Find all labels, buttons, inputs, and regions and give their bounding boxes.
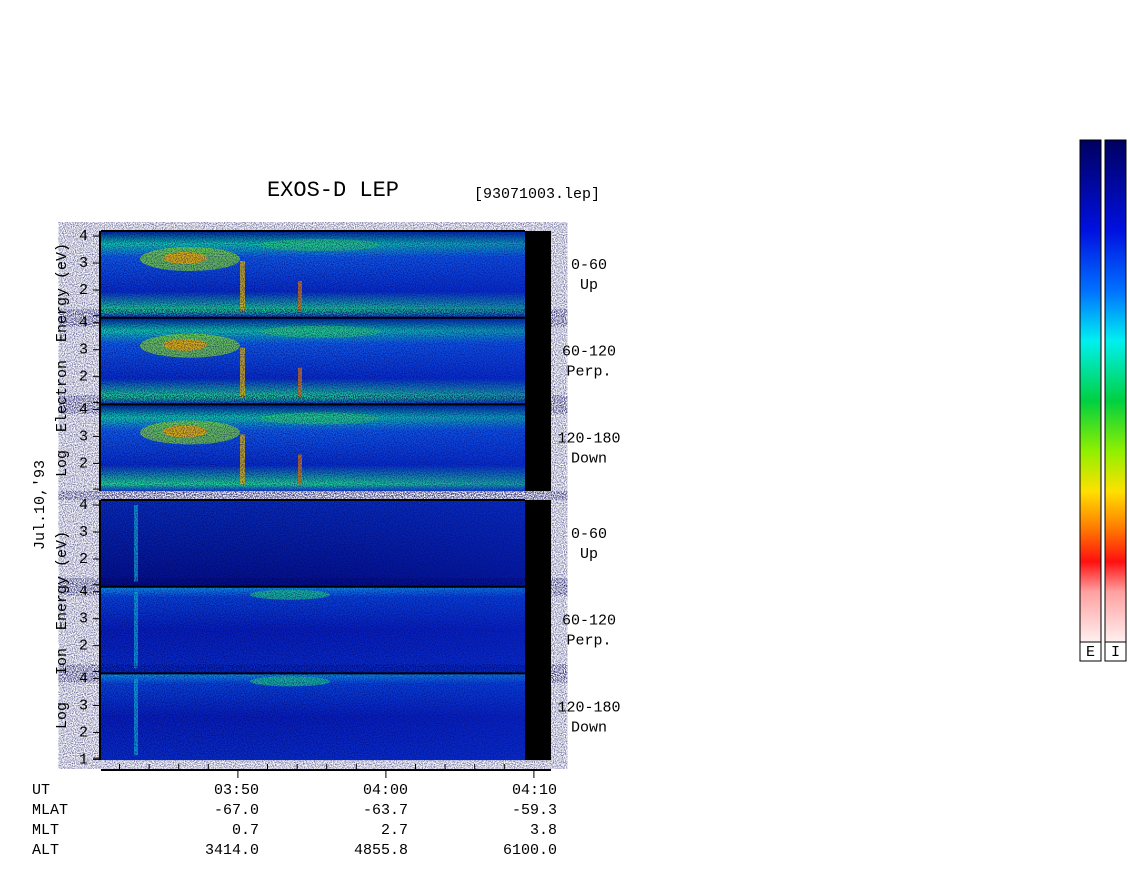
row-value: 04:10 (512, 782, 557, 799)
y-tick-label: 2 (79, 724, 88, 741)
angle-label: 120-180 (557, 699, 620, 716)
time-ticks (119, 764, 535, 778)
direction-label: Down (571, 450, 607, 467)
direction-label: Perp. (566, 364, 611, 381)
row-value: 0.7 (232, 822, 259, 839)
colorbar-label: E (1086, 644, 1095, 661)
row-value: 03:50 (214, 782, 259, 799)
y-tick-label: 3 (79, 342, 88, 359)
no-data-bar (525, 231, 551, 492)
high-time-fade (101, 500, 525, 587)
colorbar-label: I (1111, 644, 1120, 661)
row-value: 6100.0 (503, 842, 557, 859)
colorbar-label-box (1104, 641, 1127, 662)
y-tick-label: 2 (79, 455, 88, 472)
angle-label: 60-120 (562, 613, 616, 630)
y-tick-label: 4 (79, 315, 88, 332)
row-value: -63.7 (363, 802, 408, 819)
row-label: ALT (32, 842, 59, 859)
row-value: 3414.0 (205, 842, 259, 859)
row-value: -59.3 (512, 802, 557, 819)
row-label: MLAT (32, 802, 68, 819)
y-tick-label: 1 (79, 751, 88, 768)
y-tick-label: 2 (79, 551, 88, 568)
direction-label: Down (571, 719, 607, 736)
direction-label: Up (580, 277, 598, 294)
colorbar (1104, 139, 1127, 643)
angle-label: 0-60 (571, 526, 607, 543)
y-tick-label: 3 (79, 697, 88, 714)
no-data-bar (525, 500, 551, 761)
y-tick-label: 4 (79, 670, 88, 687)
row-value: 2.7 (381, 822, 408, 839)
row-value: 04:00 (363, 782, 408, 799)
y-tick-label: 3 (79, 611, 88, 628)
row-label: MLT (32, 822, 59, 839)
date: Jul.10,'93 (32, 460, 49, 550)
direction-label: Up (580, 546, 598, 563)
high-time-fade (101, 231, 525, 318)
angle-label: 60-120 (562, 344, 616, 361)
electron-axis-label: Log Electron Energy (eV) (54, 243, 71, 477)
y-tick-label: 4 (79, 228, 88, 245)
high-time-fade (101, 673, 525, 761)
direction-label: Perp. (566, 633, 611, 650)
high-time-fade (101, 404, 525, 492)
angle-label: 0-60 (571, 257, 607, 274)
y-tick-label: 4 (79, 497, 88, 514)
ion-axis-label: Log Ion Energy (eV) (54, 531, 71, 729)
title: EXOS-D LEP (267, 178, 399, 203)
y-tick-label: 2 (79, 282, 88, 299)
row-value: -67.0 (214, 802, 259, 819)
y-tick-label: 2 (79, 638, 88, 655)
y-tick-label: 3 (79, 524, 88, 541)
colorbar (1079, 139, 1102, 643)
high-time-fade (101, 586, 525, 674)
y-tick-label: 2 (79, 369, 88, 386)
y-tick-label: 4 (79, 584, 88, 601)
colorbar-label-box (1079, 641, 1102, 662)
row-label: UT (32, 782, 50, 799)
y-tick-label: 4 (79, 401, 88, 418)
spectrogram-panels (99, 230, 551, 761)
file-name: [93071003.lep] (474, 186, 600, 203)
high-time-fade (101, 317, 525, 405)
row-value: 4855.8 (354, 842, 408, 859)
y-tick-label: 3 (79, 428, 88, 445)
angle-label: 120-180 (557, 430, 620, 447)
y-tick-label: 3 (79, 255, 88, 272)
row-value: 3.8 (530, 822, 557, 839)
